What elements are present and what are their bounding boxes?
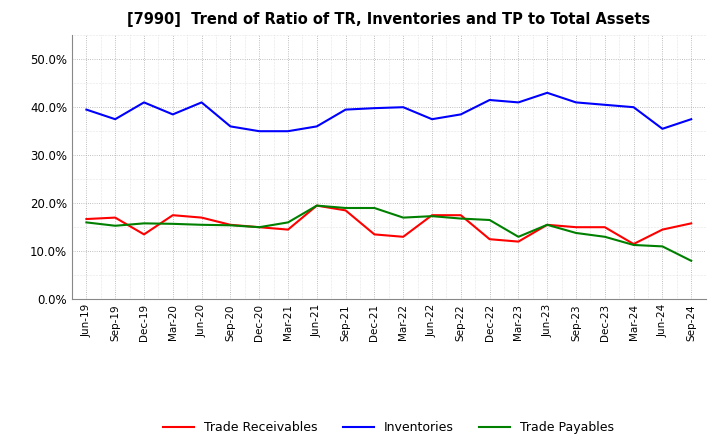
Inventories <box>543 90 552 95</box>
Trade Payables <box>543 222 552 227</box>
Trade Receivables <box>82 216 91 222</box>
Trade Receivables <box>658 227 667 232</box>
Trade Receivables <box>543 222 552 227</box>
Trade Receivables <box>284 227 292 232</box>
Trade Payables <box>456 216 465 221</box>
Line: Inventories: Inventories <box>86 93 691 131</box>
Trade Payables <box>197 222 206 227</box>
Trade Payables <box>312 203 321 208</box>
Trade Receivables <box>428 213 436 218</box>
Trade Receivables <box>629 242 638 247</box>
Inventories <box>428 117 436 122</box>
Trade Payables <box>111 223 120 228</box>
Trade Payables <box>255 224 264 230</box>
Trade Payables <box>600 234 609 239</box>
Trade Payables <box>341 205 350 211</box>
Line: Trade Receivables: Trade Receivables <box>86 205 691 244</box>
Trade Payables <box>82 220 91 225</box>
Trade Payables <box>428 213 436 219</box>
Title: [7990]  Trend of Ratio of TR, Inventories and TP to Total Assets: [7990] Trend of Ratio of TR, Inventories… <box>127 12 650 27</box>
Inventories <box>485 97 494 103</box>
Trade Receivables <box>168 213 177 218</box>
Trade Payables <box>399 215 408 220</box>
Trade Payables <box>284 220 292 225</box>
Trade Payables <box>485 217 494 223</box>
Trade Receivables <box>485 237 494 242</box>
Trade Payables <box>226 223 235 228</box>
Trade Receivables <box>312 203 321 208</box>
Inventories <box>370 106 379 111</box>
Inventories <box>312 124 321 129</box>
Inventories <box>168 112 177 117</box>
Trade Receivables <box>572 224 580 230</box>
Inventories <box>658 126 667 132</box>
Inventories <box>600 102 609 107</box>
Trade Payables <box>370 205 379 211</box>
Inventories <box>226 124 235 129</box>
Inventories <box>629 105 638 110</box>
Trade Receivables <box>456 213 465 218</box>
Legend: Trade Receivables, Inventories, Trade Payables: Trade Receivables, Inventories, Trade Pa… <box>158 416 619 439</box>
Trade Receivables <box>226 222 235 227</box>
Trade Payables <box>140 221 148 226</box>
Inventories <box>572 100 580 105</box>
Inventories <box>284 128 292 134</box>
Inventories <box>111 117 120 122</box>
Inventories <box>514 100 523 105</box>
Trade Receivables <box>399 234 408 239</box>
Trade Receivables <box>197 215 206 220</box>
Trade Payables <box>572 230 580 235</box>
Trade Receivables <box>370 232 379 237</box>
Trade Receivables <box>140 232 148 237</box>
Trade Receivables <box>341 208 350 213</box>
Inventories <box>399 105 408 110</box>
Trade Payables <box>514 234 523 239</box>
Inventories <box>687 117 696 122</box>
Inventories <box>140 100 148 105</box>
Trade Receivables <box>111 215 120 220</box>
Inventories <box>82 107 91 112</box>
Trade Receivables <box>514 239 523 244</box>
Trade Payables <box>168 221 177 227</box>
Trade Receivables <box>255 224 264 230</box>
Inventories <box>341 107 350 112</box>
Trade Receivables <box>600 224 609 230</box>
Inventories <box>255 128 264 134</box>
Trade Payables <box>687 258 696 264</box>
Trade Receivables <box>687 221 696 226</box>
Trade Payables <box>658 244 667 249</box>
Trade Payables <box>629 242 638 248</box>
Inventories <box>197 100 206 105</box>
Inventories <box>456 112 465 117</box>
Line: Trade Payables: Trade Payables <box>86 205 691 261</box>
